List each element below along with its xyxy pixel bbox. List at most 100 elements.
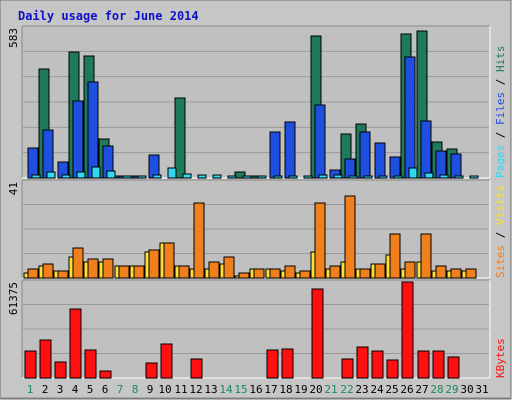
series-pages: [31, 166, 479, 179]
bar-pages-day-1: [31, 174, 41, 179]
bar-sites-day-26: [404, 261, 416, 279]
bar-kbytes-day-20: [311, 288, 324, 379]
chart-title: Daily usage for June 2014: [18, 9, 199, 23]
x-tick-label-day-28: 28: [430, 383, 443, 396]
bar-kbytes-day-10: [160, 343, 173, 379]
bar-files-day-27: [420, 120, 432, 179]
bar-sites-day-5: [87, 258, 99, 279]
x-tick-label-day-30: 30: [460, 383, 473, 396]
bar-pages-day-9: [152, 174, 162, 179]
bar-pages-day-21: [333, 174, 343, 179]
bar-sites-day-13: [208, 261, 220, 279]
bar-kbytes-day-22: [341, 358, 354, 379]
x-tick-label-day-3: 3: [57, 383, 64, 396]
bar-pages-day-2: [46, 171, 56, 179]
bar-kbytes-day-12: [190, 358, 203, 379]
bar-pages-day-19: [303, 175, 313, 179]
bar-sites-day-28: [435, 265, 447, 279]
bar-pages-day-27: [424, 172, 434, 179]
bar-pages-day-28: [439, 174, 449, 179]
bar-sites-day-15: [238, 272, 250, 279]
legend-entry-sites: Sites: [494, 245, 507, 278]
bar-hits-day-11: [174, 97, 186, 179]
x-tick-label-day-6: 6: [102, 383, 109, 396]
bar-sites-day-7: [118, 265, 130, 279]
x-tick-label-day-24: 24: [370, 383, 384, 396]
bar-hits-day-15: [234, 171, 246, 179]
bar-files-day-22: [344, 158, 356, 179]
bar-pages-day-29: [454, 175, 464, 179]
bar-pages-day-10: [167, 167, 177, 179]
x-tick-label-day-16: 16: [249, 383, 262, 396]
x-tick-label-day-5: 5: [87, 383, 94, 396]
bar-pages-day-17: [273, 175, 283, 179]
bar-files-day-20: [314, 104, 326, 179]
panel-bottom-legend: KBytes: [494, 338, 507, 378]
bar-files-day-23: [359, 131, 371, 179]
bar-kbytes-day-26: [401, 281, 414, 379]
legend-entry-visits: Visits: [494, 185, 507, 225]
legend-entry-files: Files: [494, 92, 507, 125]
bar-files-day-28: [435, 150, 447, 179]
x-tick-label-day-1: 1: [27, 383, 34, 396]
legend-entry-kbytes: KBytes: [494, 338, 507, 378]
x-tick-label-day-17: 17: [264, 383, 277, 396]
bar-sites-day-25: [389, 233, 401, 279]
bar-pages-day-13: [212, 174, 222, 179]
bar-pages-day-14: [227, 175, 237, 179]
series-kbytes: [24, 281, 460, 379]
bar-sites-day-27: [420, 233, 432, 279]
bar-kbytes-day-25: [386, 359, 399, 379]
panel-middle-ymax-label: 41: [7, 182, 20, 195]
bar-files-day-5: [87, 81, 99, 179]
x-tick-label-day-14: 14: [219, 383, 233, 396]
x-tick-label-day-31: 31: [475, 383, 488, 396]
bar-files-day-17: [269, 131, 281, 179]
x-tick-label-day-23: 23: [355, 383, 368, 396]
bar-pages-day-12: [197, 174, 207, 179]
bar-pages-day-30: [469, 175, 479, 179]
x-tick-label-day-13: 13: [204, 383, 217, 396]
bar-sites-day-11: [178, 265, 190, 279]
bar-pages-day-4: [76, 171, 86, 179]
bar-sites-day-4: [72, 247, 84, 279]
x-tick-label-day-2: 2: [42, 383, 49, 396]
bar-kbytes-day-23: [356, 346, 369, 379]
bar-pages-day-8: [137, 175, 147, 179]
panel-middle: 41 Sites / Visits: [7, 179, 507, 279]
bar-sites-day-17: [269, 268, 281, 279]
bar-sites-day-23: [359, 268, 371, 279]
bar-files-day-1: [27, 147, 39, 179]
bar-sites-day-6: [102, 258, 114, 279]
x-tick-label-day-29: 29: [445, 383, 458, 396]
x-tick-label-day-12: 12: [189, 383, 202, 396]
bar-sites-day-20: [314, 202, 326, 279]
bar-sites-day-3: [57, 270, 69, 279]
bar-pages-day-7: [122, 175, 132, 179]
x-tick-label-day-10: 10: [158, 383, 171, 396]
bar-sites-day-18: [284, 265, 296, 279]
series-sites: [27, 195, 477, 279]
bar-kbytes-day-29: [447, 356, 460, 379]
bar-pages-day-3: [61, 174, 71, 179]
series-files: [27, 56, 462, 179]
panel-top-ymax-label: 583: [7, 28, 20, 48]
bar-sites-day-10: [163, 242, 175, 279]
bar-files-day-25: [389, 156, 401, 179]
bar-files-day-4: [72, 100, 84, 179]
bar-kbytes-day-17: [266, 349, 279, 379]
bar-kbytes-day-18: [281, 348, 294, 379]
legend-entry-hits: Hits: [494, 46, 507, 73]
x-tick-label-day-27: 27: [415, 383, 428, 396]
bar-sites-day-19: [299, 270, 311, 279]
bar-pages-day-11: [182, 173, 192, 179]
panel-middle-legend: Sites / Visits: [494, 185, 507, 278]
bar-sites-day-24: [374, 263, 386, 279]
bar-kbytes-day-27: [417, 350, 430, 379]
bar-sites-day-22: [344, 195, 356, 279]
bar-pages-day-25: [393, 175, 403, 179]
bar-kbytes-day-4: [69, 308, 82, 379]
bar-sites-day-30: [465, 268, 477, 279]
bar-kbytes-day-3: [54, 361, 67, 379]
